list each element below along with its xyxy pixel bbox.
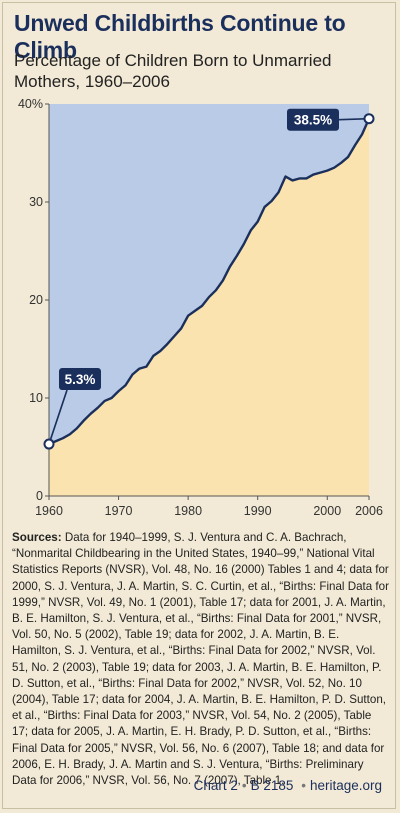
- y-tick-label: 0: [36, 489, 43, 503]
- report-id: B 2185: [250, 778, 294, 793]
- footer-credit: Chart 2 • B 2185 • heritage.org: [194, 778, 382, 793]
- area-chart: 0 10 20 30 40% 1960 1970 1980 1990 2000 2006 5.3% 38…: [18, 97, 383, 518]
- chart-frame: [2, 2, 396, 809]
- x-tick-label: 1960: [35, 504, 63, 518]
- chart-reference: Chart 2: [193, 778, 238, 793]
- series-line: [48, 118, 371, 446]
- area-fill: [49, 118, 369, 496]
- sources-text: Data for 1940–1999, S. J. Ventura and C.…: [12, 531, 389, 788]
- endpoint-marker: [363, 113, 375, 125]
- x-tick-label: 2006: [355, 504, 383, 518]
- y-tick-label: 20: [29, 293, 43, 307]
- chart-title: Unwed Childbirths Continue to Climb: [14, 10, 346, 63]
- x-tick-label: 1970: [105, 504, 133, 518]
- sources-note: Sources: Data for 1940–1999, S. J. Ventu…: [12, 530, 390, 789]
- endpoint-marker: [43, 438, 55, 450]
- sources-label: Sources:: [12, 531, 62, 544]
- website-link[interactable]: heritage.org: [309, 778, 382, 793]
- annotation-label: 5.3%: [65, 372, 96, 387]
- x-tick-label: 1980: [174, 504, 202, 518]
- y-tick-label: 40%: [18, 97, 43, 111]
- annotation-box: [287, 108, 339, 131]
- chart-subtitle: Percentage of Children Born to Unmarried…: [14, 51, 332, 91]
- y-tick-label: 10: [29, 391, 43, 405]
- annotation-label: 38.5%: [294, 113, 332, 128]
- x-tick-label: 2000: [313, 504, 341, 518]
- footer-separator-2: •: [301, 778, 306, 793]
- annotation-box: [59, 368, 101, 391]
- annotation-leader: [48, 389, 68, 445]
- x-tick-label: 1990: [244, 504, 272, 518]
- y-tick-label: 30: [29, 195, 43, 209]
- footer-separator: •: [241, 778, 247, 793]
